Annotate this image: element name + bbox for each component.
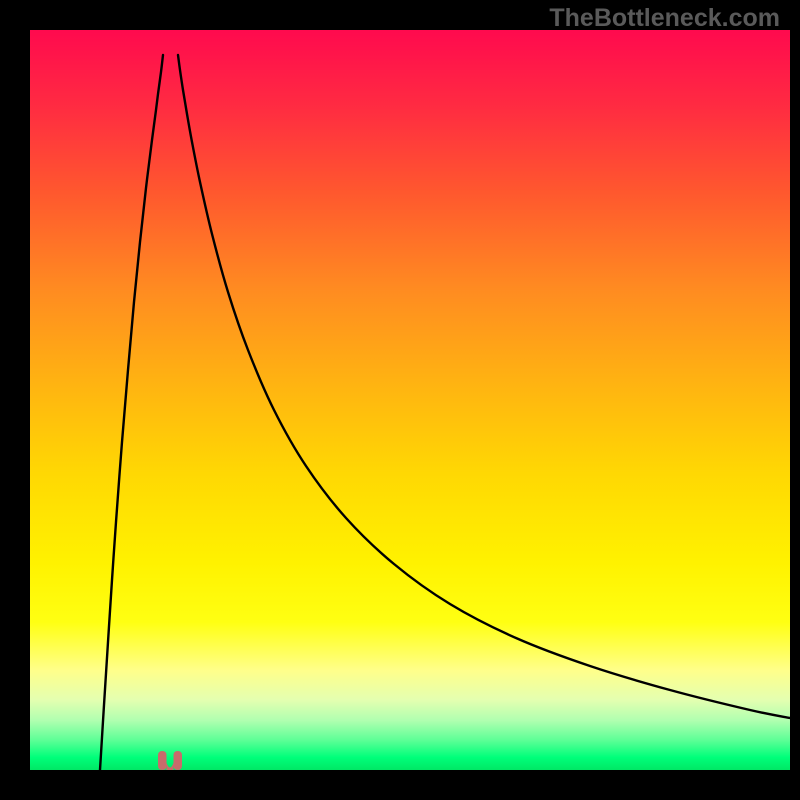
plot-background-gradient [30,30,790,770]
chart-frame: TheBottleneck.com [0,0,800,800]
bottleneck-chart [0,0,800,800]
watermark-text: TheBottleneck.com [549,4,780,33]
